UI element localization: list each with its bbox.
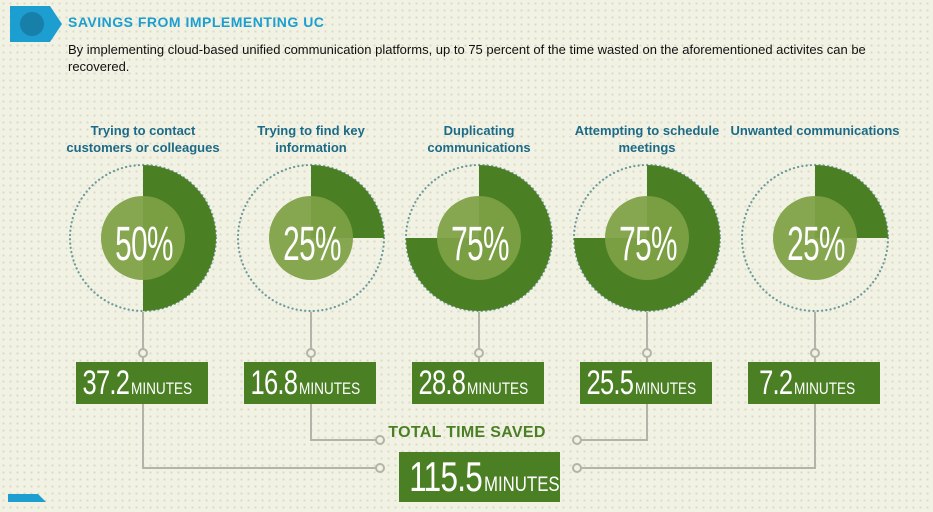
pie-center-disc <box>773 196 857 280</box>
minutes-box: 37.2 MINUTES <box>76 362 208 404</box>
minutes-unit: MINUTES <box>634 379 697 398</box>
minutes-unit: MINUTES <box>298 379 361 398</box>
category-label: Attempting to schedule meetings <box>574 123 720 155</box>
category-label: Trying to find key information <box>257 123 365 155</box>
percent-label: 25% <box>283 218 341 271</box>
minutes-box: 7.2 MINUTES <box>748 362 880 404</box>
total-label: TOTAL TIME SAVED <box>388 424 546 441</box>
percent-label: 75% <box>619 218 677 271</box>
category-label: Unwanted communications <box>730 123 900 138</box>
minutes-unit: MINUTES <box>793 379 856 398</box>
category-label: Trying to contact customers or colleague… <box>66 123 220 155</box>
minutes-value: 25.5 <box>586 364 633 402</box>
minutes-unit: MINUTES <box>130 379 193 398</box>
minutes-box: 25.5 MINUTES <box>580 362 712 404</box>
minutes-value: 28.8 <box>418 364 465 402</box>
pie-center-disc <box>101 196 185 280</box>
percent-label: 25% <box>787 218 845 271</box>
pie-center-disc <box>605 196 689 280</box>
pie-center-disc <box>269 196 353 280</box>
pie-center-disc <box>437 196 521 280</box>
minutes-value: 7.2 <box>758 364 793 402</box>
minutes-box: 16.8 MINUTES <box>244 362 376 404</box>
minutes-value: 16.8 <box>250 364 297 402</box>
section-title: SAVINGS FROM IMPLEMENTING UC <box>68 14 325 30</box>
minutes-unit: MINUTES <box>466 379 529 398</box>
minutes-box: 28.8 MINUTES <box>412 362 544 404</box>
total-value: 115.5 <box>409 453 483 500</box>
minutes-value: 37.2 <box>82 364 129 402</box>
section-badge-icon <box>10 6 62 42</box>
percent-label: 75% <box>451 218 509 271</box>
section-description: By implementing cloud-based unified comm… <box>68 42 866 74</box>
percent-label: 50% <box>115 218 173 271</box>
total-unit: MINUTES <box>484 473 560 496</box>
total-box: 115.5MINUTES <box>399 452 560 502</box>
category-label: Duplicating communications <box>427 123 531 155</box>
next-section-badge-icon <box>8 494 46 502</box>
